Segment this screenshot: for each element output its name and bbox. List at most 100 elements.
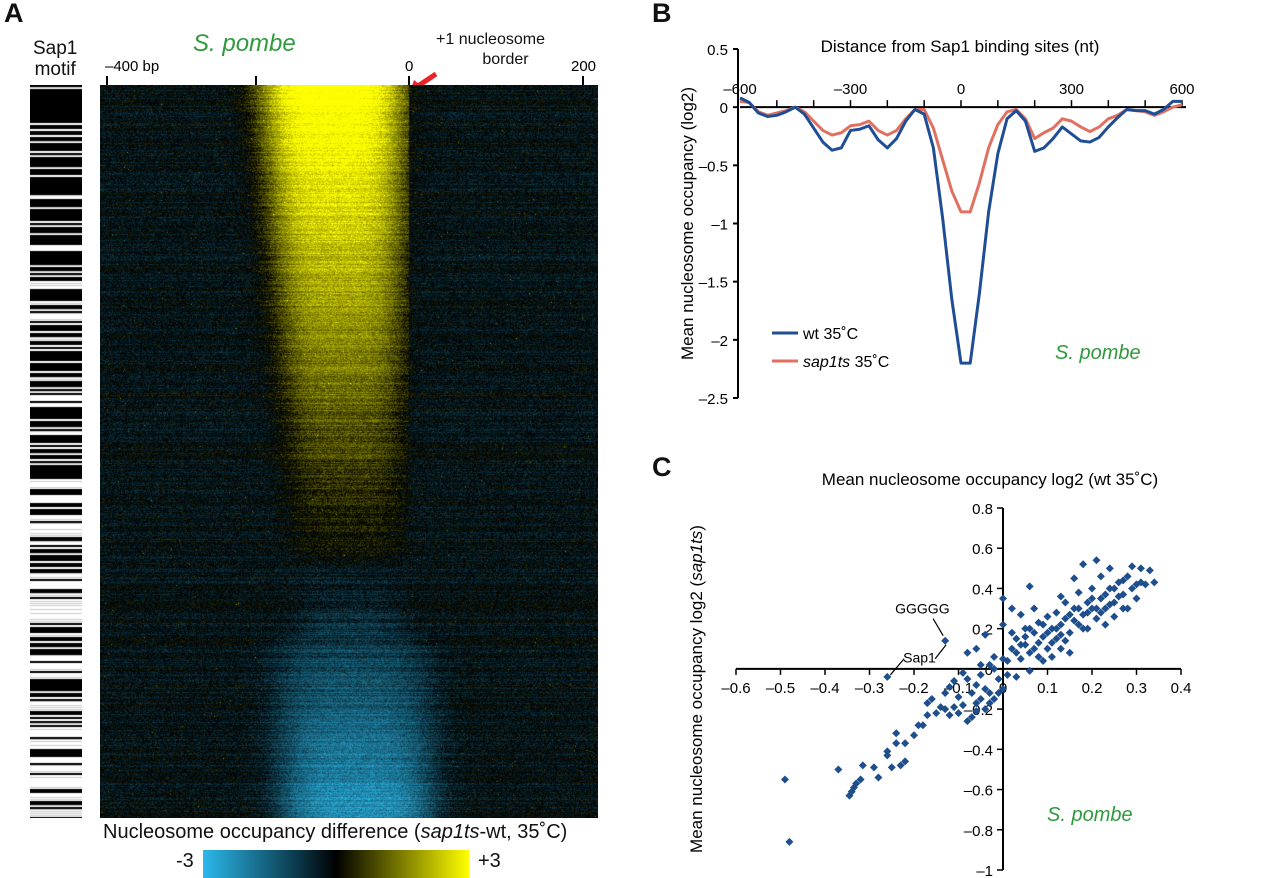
x-tick-label: –300 (834, 81, 867, 98)
y-tick-label: 0 (720, 100, 728, 117)
scatter-point (1128, 584, 1137, 593)
series-line-wt (739, 96, 1182, 365)
scatter-point (1012, 634, 1021, 643)
scatter-point (1056, 620, 1065, 629)
scatter-point (1128, 562, 1137, 571)
scatter-point (945, 711, 954, 720)
occupancy-difference-heatmap (100, 85, 598, 818)
colorbar-title-post: -wt, 35˚C) (479, 821, 568, 843)
scatter-point (1061, 598, 1070, 607)
scatter-point (1039, 656, 1048, 665)
scatter-point (1021, 624, 1030, 633)
scatter-point (972, 644, 981, 653)
scatter-point (1123, 604, 1132, 613)
scatter-point (1003, 656, 1012, 665)
x-tick-label: 600 (1169, 81, 1194, 98)
scatter-point (1123, 572, 1132, 581)
scatter-point (869, 763, 878, 772)
scatter-point (967, 713, 976, 722)
scatter-point (1101, 620, 1110, 629)
scatter-point (963, 674, 972, 683)
scatter-point (1016, 610, 1025, 619)
scatter-point (892, 739, 901, 748)
species-label-a: S. pombe (193, 30, 296, 57)
heatmap-x-tick-label: –400 bp (105, 58, 159, 75)
scatter-point (1070, 574, 1079, 583)
x-tick-label: 0.2 (1082, 680, 1103, 697)
y-tick-label: –2.5 (699, 391, 728, 408)
scatter-point (985, 689, 994, 698)
series-line-sap1ts (739, 99, 1183, 214)
scatter-point (1061, 636, 1070, 645)
scatter-point-ggggg (941, 636, 950, 645)
y-tick-label: –0.6 (964, 783, 993, 800)
scatter-point (1132, 580, 1141, 589)
y-tick-label: 0.4 (972, 581, 993, 598)
scatter-point (985, 660, 994, 669)
scatter-point (1110, 612, 1119, 621)
species-label-c: S. pombe (1047, 804, 1133, 826)
sap1-motif-track (30, 85, 82, 818)
scatter-point (976, 670, 985, 679)
scatter-point (1056, 592, 1065, 601)
scatter-point (1079, 560, 1088, 569)
scatter-point (994, 689, 1003, 698)
scatter-point (1105, 584, 1114, 593)
scatter-point (1119, 604, 1128, 613)
x-tick-label: –0.4 (810, 680, 839, 697)
border-label-line1: +1 nucleosome (436, 31, 545, 48)
scatter-point (1016, 640, 1025, 649)
legend-label-sap1ts: sap1ts 35˚C (803, 354, 889, 371)
y-tick-label: 0.5 (707, 42, 728, 59)
x-tick-label: –0.1 (944, 680, 973, 697)
scatter-point (1150, 578, 1159, 587)
scatter-point (1030, 628, 1039, 637)
scatter-point (856, 775, 865, 784)
y-tick-label: –0.4 (964, 742, 993, 759)
heatmap-x-tick-label: 0 (405, 58, 413, 75)
scatter-point (999, 620, 1007, 629)
scatter-point (1070, 616, 1079, 625)
y-tick-label: 0.6 (972, 541, 993, 558)
x-tick-label: 0.4 (1171, 680, 1192, 697)
legend-name: sap1ts (803, 354, 850, 371)
y-tick-label: 0.2 (972, 622, 993, 639)
colorbar-title: Nucleosome occupancy difference (sap1ts-… (103, 821, 567, 844)
scatter-point (1003, 670, 1012, 679)
scatter-point (1110, 584, 1119, 593)
border-label: +1 nucleosome border (436, 30, 545, 70)
y-tick-label: 0.8 (972, 501, 993, 518)
scatter-point (1105, 600, 1114, 609)
border-label-line2: border (482, 51, 529, 68)
x-tick-label: –0.5 (766, 680, 795, 697)
scatter-point (785, 837, 794, 846)
scatter-point (1132, 594, 1141, 603)
scatter-point (1083, 598, 1092, 607)
y-tick-label: –1 (711, 217, 728, 234)
scatter-point (1025, 666, 1034, 675)
scatter-point (999, 685, 1007, 693)
scatter-point (945, 682, 954, 691)
scatter-point (1043, 628, 1052, 637)
x-tick-label: 0.1 (1037, 680, 1058, 697)
scatter-point (985, 699, 994, 708)
y-axis-label: Mean nucleosome occupancy (log2) (678, 87, 697, 360)
annotation-sap1-leader-a (934, 644, 947, 660)
scatter-point (990, 652, 999, 661)
scatter-point (1114, 592, 1123, 601)
scatter-point (1088, 584, 1096, 593)
colorbar-min-label: -3 (176, 850, 194, 872)
scatter-point (1043, 612, 1052, 621)
y-tick-label: –0.5 (699, 158, 728, 175)
heatmap-x-tick-label: 200 (571, 58, 596, 75)
scatter-point (883, 747, 892, 756)
heatmap-axis: –400 bp 0 200 (105, 58, 596, 90)
scatter-point (932, 709, 941, 718)
scatter-point (1101, 604, 1110, 613)
x-tick-label: –0.6 (721, 680, 750, 697)
scatter-point (976, 695, 985, 704)
scatter-point (901, 739, 910, 748)
scatter-point (1021, 632, 1030, 641)
scatter-point (967, 689, 976, 698)
scatter-point (923, 711, 932, 720)
